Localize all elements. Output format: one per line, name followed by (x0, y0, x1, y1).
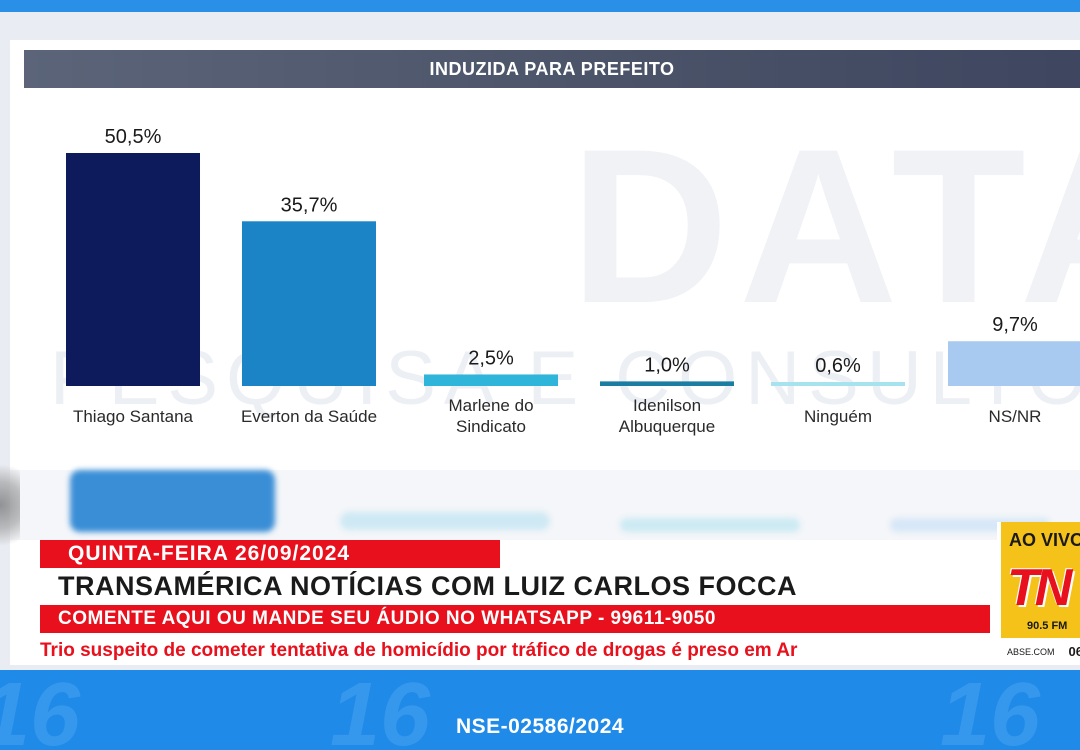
station-site: ABSE.COM (1007, 646, 1055, 657)
footer-area: 16 16 16 (0, 670, 1080, 750)
clock: 06:3 (1068, 644, 1080, 659)
footer-deco-right: 16 (940, 670, 1041, 750)
news-ticker: Trio suspeito de cometer tentativa de ho… (40, 637, 990, 665)
value-label-1: 35,7% (281, 194, 338, 216)
bar-1 (242, 221, 376, 386)
bar-2 (424, 374, 558, 386)
chart-title: INDUZIDA PARA PREFEITO (24, 50, 1080, 88)
show-title-banner: TRANSAMÉRICA NOTÍCIAS COM LUIZ CARLOS FO… (40, 568, 990, 605)
bar-5 (948, 341, 1080, 386)
category-label-1: Everton da Saúde (241, 407, 377, 426)
top-strip (0, 0, 1080, 12)
side-shadow (0, 450, 20, 560)
footer-deco-left: 16 (0, 670, 81, 750)
bar-chart: 50,5% Thiago Santana 35,7% Everton da Saúde… (66, 126, 1080, 436)
category-label-2: Marlene do Sindicato (448, 396, 533, 436)
footer-deco-mid: 16 (330, 670, 431, 750)
value-label-3: 1,0% (644, 354, 690, 376)
category-label-3: Idenilson Albuquerque (619, 396, 715, 436)
bar-0 (66, 153, 200, 386)
station-site-clock: ABSE.COM 06:3 (1001, 638, 1080, 665)
value-label-5: 9,7% (992, 314, 1038, 336)
whatsapp-banner: COMENTE AQUI OU MANDE SEU ÁUDIO NO WHATS… (40, 605, 990, 633)
value-label-4: 0,6% (815, 355, 861, 377)
date-banner: QUINTA-FEIRA 26/09/2024 (40, 540, 500, 568)
value-label-2: 2,5% (468, 347, 514, 369)
station-frequency: 90.5 FM (1027, 620, 1068, 632)
category-label-0: Thiago Santana (73, 407, 194, 426)
bar-4 (771, 382, 905, 386)
blurred-reflection (10, 470, 1080, 540)
category-label-4: Ninguém (804, 407, 872, 426)
value-label-0: 50,5% (105, 126, 162, 148)
live-label: AO VIVO (1009, 530, 1080, 550)
registration-number: NSE-02586/2024 (455, 715, 625, 738)
station-logo: TN (1007, 559, 1072, 617)
station-logo-box: AO VIVO TN 90.5 FM ABSE.COM 06:3 (997, 522, 1080, 665)
category-label-5: NS/NR (989, 407, 1042, 426)
bar-3 (600, 381, 734, 386)
